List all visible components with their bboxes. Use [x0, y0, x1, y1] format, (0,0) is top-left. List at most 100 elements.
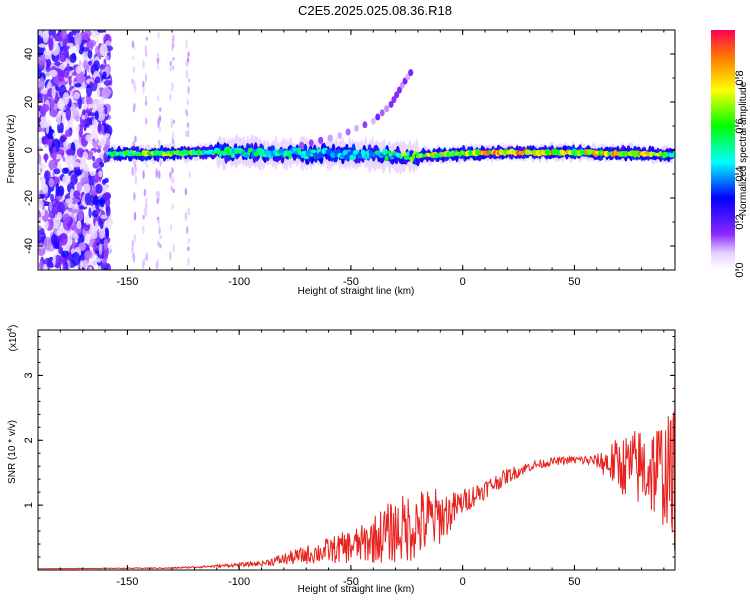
faint-speck	[157, 94, 160, 102]
faint-speck	[185, 130, 188, 138]
noise-speck	[98, 121, 102, 133]
noise-speck	[70, 174, 78, 186]
noise-speck	[96, 148, 102, 153]
noise-speck	[95, 220, 99, 232]
noise-speck	[62, 92, 70, 105]
spectrogram-x-label: Height of straight line (km)	[298, 286, 415, 297]
faint-speck	[133, 192, 136, 201]
noise-speck	[42, 30, 49, 44]
band-core	[672, 150, 675, 158]
faint-speck	[159, 107, 162, 112]
noise-speck	[52, 132, 57, 138]
band-core	[389, 156, 395, 160]
band-core	[403, 155, 409, 160]
band-core	[307, 148, 312, 155]
x-tick-label: -50	[343, 276, 359, 288]
noise-speck	[97, 112, 105, 122]
noise-speck	[72, 162, 81, 168]
noise-speck	[43, 236, 52, 251]
arc-speck	[318, 136, 324, 144]
noise-speck	[38, 43, 47, 48]
noise-speck	[84, 112, 89, 119]
arc-speck	[375, 113, 381, 121]
noise-speck	[46, 59, 52, 67]
noise-speck	[89, 170, 96, 177]
band-core	[230, 152, 236, 159]
band-core	[388, 153, 393, 157]
faint-speck	[143, 207, 147, 216]
noise-speck	[95, 183, 103, 194]
faint-speck	[184, 214, 188, 222]
faint-speck	[145, 197, 148, 202]
noise-speck	[53, 168, 61, 175]
snr-y-label: SNR (10 * v/v)	[7, 420, 18, 484]
noise-speck	[55, 183, 60, 197]
noise-speck	[98, 170, 103, 178]
faint-speck	[169, 65, 172, 72]
arc-speck	[345, 128, 351, 136]
noise-speck	[66, 42, 74, 47]
band-core	[364, 154, 370, 160]
noise-speck	[44, 153, 48, 163]
noise-speck	[42, 263, 48, 270]
spectrogram-panel: -150 -100 -50 0 50 -40 -20 0 20 40 Height of stra…	[6, 29, 676, 297]
noise-speck	[39, 119, 48, 129]
colorbar-label: Normalized spectral amplitude	[738, 81, 749, 216]
x-tick-label: -100	[228, 276, 250, 288]
faint-speck	[144, 73, 148, 83]
noise-speck	[59, 52, 67, 63]
noise-speck	[51, 85, 56, 100]
noise-speck	[48, 159, 58, 171]
band-core	[310, 149, 317, 154]
noise-speck	[103, 192, 112, 201]
faint-speck	[171, 65, 175, 71]
faint-speck	[170, 118, 173, 129]
faint-speck	[145, 117, 148, 125]
faint-speck	[184, 188, 188, 196]
faint-speck	[158, 126, 161, 132]
noise-speck	[38, 225, 42, 231]
faint-speck	[131, 78, 134, 85]
noise-speck	[104, 106, 108, 115]
band-core	[385, 150, 392, 154]
faint-speck	[134, 174, 138, 185]
noise-speck	[49, 109, 59, 117]
faint-speck	[132, 105, 135, 113]
faint-speck	[142, 225, 145, 235]
noise-speck	[103, 152, 108, 164]
noise-speck	[38, 163, 48, 170]
noise-speck	[39, 76, 45, 90]
noise-speck	[106, 220, 112, 231]
snr-marks	[38, 330, 675, 570]
faint-speck	[185, 38, 188, 49]
faint-speck	[169, 251, 172, 261]
noise-speck	[39, 106, 47, 118]
band-core	[411, 153, 416, 160]
noise-speck	[54, 254, 63, 269]
noise-speck	[79, 123, 84, 138]
noise-speck	[57, 185, 65, 197]
noise-speck	[104, 133, 111, 138]
faint-speck	[133, 211, 137, 221]
noise-speck	[66, 63, 70, 77]
faint-speck	[142, 80, 145, 88]
noise-speck	[95, 35, 100, 44]
noise-speck	[74, 169, 83, 176]
noise-speck	[98, 243, 103, 256]
snr-scale-prefix: (x10	[8, 331, 19, 351]
arc-speck	[362, 121, 368, 129]
noise-speck	[63, 140, 69, 147]
noise-speck	[75, 65, 82, 74]
noise-speck	[71, 252, 81, 266]
noise-speck	[103, 88, 112, 96]
faint-speck	[170, 185, 173, 191]
faint-speck	[131, 166, 134, 176]
noise-speck	[89, 81, 94, 88]
noise-speck	[75, 70, 85, 85]
noise-speck	[80, 157, 87, 169]
band-core	[406, 151, 410, 157]
noise-speck	[62, 174, 71, 186]
faint-speck	[169, 223, 173, 231]
spectrogram-blobs	[38, 30, 675, 270]
faint-speck	[132, 65, 136, 74]
